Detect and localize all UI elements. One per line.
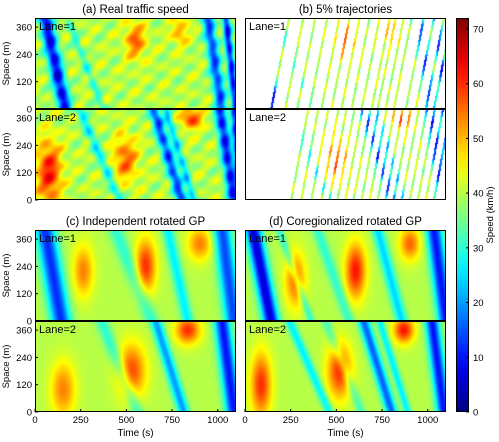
y-tick-label: 240	[16, 353, 32, 364]
y-tick-label: 360	[16, 114, 32, 125]
x-tick-label: 1000	[417, 415, 438, 426]
colorbar-frame	[456, 18, 469, 412]
lane-label: Lane=1	[39, 233, 76, 245]
colorbar-gradient	[456, 18, 469, 412]
y-tick-label: 240	[16, 262, 32, 273]
x-tick-label: 250	[73, 415, 89, 426]
x-tick-label: 500	[328, 415, 344, 426]
heatmap-lane-1	[35, 18, 236, 109]
x-tick-label: 750	[374, 415, 390, 426]
x-axis-label: Time (s)	[327, 428, 363, 439]
y-tick-label: 120	[16, 77, 32, 88]
panel-frame	[245, 321, 446, 412]
x-tick-label: 500	[118, 415, 134, 426]
heatmap-lane-1	[245, 230, 446, 321]
panel-frame	[35, 230, 236, 321]
heatmap-lane-2	[35, 109, 236, 200]
chart-title: (d) Coregionalized rotated GP	[269, 216, 422, 228]
x-tick-label: 750	[164, 415, 180, 426]
y-tick-label: 360	[16, 235, 32, 246]
y-tick-label: 120	[16, 168, 32, 179]
chart-title: (b) 5% trajectories	[299, 4, 393, 16]
y-tick-label: 120	[16, 289, 32, 300]
colorbar-label: Speed (km/h)	[485, 186, 496, 243]
y-tick-label: 240	[16, 141, 32, 152]
y-tick-label: 120	[16, 380, 32, 391]
colorbar-tick-label: 10	[473, 353, 484, 364]
colorbar-tick-label: 70	[473, 24, 484, 35]
heatmap-lane-2	[35, 321, 236, 412]
heatmap-lane-2	[245, 321, 446, 412]
lane-label: Lane=2	[39, 324, 76, 336]
panels-group: (a) Real traffic speed Lane=1 0 120 240 360 Sp…	[1, 4, 446, 439]
chart-panel-1: (a) Real traffic speed Lane=1 0 120 240 360 Sp…	[1, 4, 236, 207]
colorbar-tick-label: 30	[473, 243, 484, 254]
chart-title: (a) Real traffic speed	[82, 4, 189, 16]
heatmap-lane-1	[35, 230, 236, 321]
x-axis-label: Time (s)	[117, 428, 153, 439]
y-axis-label: Space (m)	[1, 254, 12, 298]
x-tick-label: 0	[32, 415, 37, 426]
y-axis-label: Space (m)	[1, 345, 12, 389]
x-tick-label: 250	[283, 415, 299, 426]
panel-frame	[35, 109, 236, 200]
heatmap-lane-1	[245, 18, 446, 109]
colorbar-tick-label: 60	[473, 79, 484, 90]
lane-label: Lane=1	[249, 233, 286, 245]
y-tick-label: 360	[16, 23, 32, 34]
y-tick-label: 360	[16, 326, 32, 337]
chart-panel-3: (c) Independent rotated GP Lane=1 0 120 240 3…	[1, 216, 236, 439]
colorbar-tick-label: 20	[473, 298, 484, 309]
chart-panel-2: (b) 5% trajectories Lane=1 Lane=2	[245, 4, 446, 200]
lane-label: Lane=1	[249, 21, 286, 33]
colorbar-tick-label: 40	[473, 189, 484, 200]
panel-frame	[245, 18, 446, 109]
panel-frame	[245, 230, 446, 321]
chart-panel-4: (d) Coregionalized rotated GP Lane=1 Lane=…	[242, 216, 446, 439]
y-tick-label: 0	[27, 105, 32, 116]
lane-label: Lane=2	[39, 112, 76, 124]
colorbar-tick-label: 50	[473, 134, 484, 145]
lane-label: Lane=2	[249, 324, 286, 336]
lane-label: Lane=2	[249, 112, 286, 124]
x-tick-label: 1000	[207, 415, 228, 426]
x-tick-label: 0	[242, 415, 247, 426]
panel-frame	[35, 321, 236, 412]
lane-label: Lane=1	[39, 21, 76, 33]
panel-frame	[35, 18, 236, 109]
y-tick-label: 0	[27, 317, 32, 328]
y-tick-label: 240	[16, 50, 32, 61]
y-axis-label: Space (m)	[1, 133, 12, 177]
y-tick-label: 0	[27, 408, 32, 419]
panel-frame	[245, 109, 446, 200]
y-axis-label: Space (m)	[1, 42, 12, 86]
heatmap-lane-2	[245, 109, 446, 200]
y-tick-label: 0	[27, 196, 32, 207]
chart-title: (c) Independent rotated GP	[66, 216, 206, 228]
colorbar-tick-label: 0	[473, 408, 478, 419]
colorbar: 0 10 20 30 40 50 60 70 Speed (km/h)	[456, 18, 496, 419]
